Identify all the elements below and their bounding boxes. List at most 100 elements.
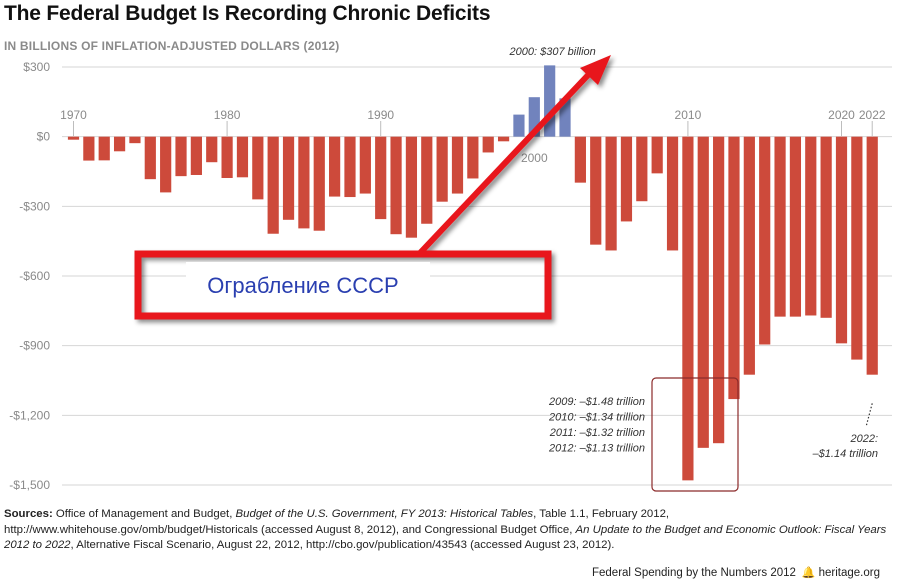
bar-1986 (313, 136, 325, 231)
annotations: 2000: $307 billion 2009: –$1.48 trillion 2… (509, 46, 878, 492)
bar-1977 (175, 136, 187, 177)
sources-italic-2: An Update to the Budget and Economic Out… (4, 523, 887, 552)
bar-2000 (528, 97, 540, 137)
sources-note: Sources: Office of Management and Budget… (4, 507, 894, 554)
bar-2009 (666, 136, 679, 251)
overlay-label: Ограбление СССР (207, 273, 398, 298)
bar-2010 (682, 136, 694, 481)
bar-2006 (620, 136, 633, 222)
final-year-leader (865, 403, 873, 428)
bar-1979 (206, 136, 218, 163)
x-tick-label: 2010 (675, 108, 702, 122)
bar-2004 (590, 136, 602, 245)
footer-site[interactable]: heritage.org (818, 567, 880, 579)
bar-1995 (451, 136, 464, 194)
y-tick-label: -$600 (19, 269, 50, 283)
overlay-label-bg (186, 262, 430, 308)
bar-2016 (774, 136, 786, 317)
bar-2013 (728, 136, 740, 400)
bar-2020 (835, 136, 848, 344)
overlay: Ограбление СССР (134, 55, 611, 320)
bar-1983 (267, 136, 279, 234)
bar-2017 (789, 136, 802, 317)
bar-1972 (98, 136, 110, 161)
bar-2011 (697, 136, 709, 448)
bar-1991 (390, 136, 402, 235)
bar-1992 (405, 136, 418, 238)
overlay-group (134, 55, 611, 320)
bar-2015 (759, 136, 771, 345)
x-tick-label: 1990 (367, 108, 394, 122)
recession-label: 2012: –$1.13 trillion (548, 443, 645, 455)
overlay-box (134, 250, 552, 320)
bar-1971 (83, 136, 95, 161)
bar-1994 (436, 136, 448, 202)
bar-series (67, 65, 878, 481)
recession-label: 2009: –$1.48 trillion (548, 396, 645, 408)
recession-box (651, 377, 739, 492)
peak-surplus-label: 2000: $307 billion (509, 46, 596, 58)
x-tick-label: 2000 (521, 151, 548, 165)
recession-label: 2010: –$1.34 trillion (548, 412, 645, 424)
bar-1990 (375, 136, 387, 220)
bar-1985 (298, 136, 310, 229)
y-tick-label: $300 (23, 60, 50, 74)
bar-2005 (605, 136, 617, 251)
bar-1999 (513, 114, 525, 137)
bar-1978 (190, 136, 202, 175)
bar-1996 (467, 136, 479, 179)
bar-1975 (144, 136, 156, 180)
x-axis-ticks: 1970 1980 1990 2000 2010 2020 2022 (60, 108, 886, 165)
final-year-label: –$1.14 trillion (812, 448, 878, 460)
y-axis-ticks: $300 $0 -$300 -$600 -$900 -$1,200 -$1,500 (9, 60, 50, 492)
sources-text-1: Office of Management and Budget, (52, 508, 236, 520)
chart-subtitle: IN BILLIONS OF INFLATION-ADJUSTED DOLLAR… (4, 39, 340, 53)
y-tick-label: -$1,500 (9, 478, 50, 492)
arrow-head (580, 55, 611, 85)
y-tick-label: -$300 (19, 199, 50, 213)
x-tick-label: 1970 (60, 108, 87, 122)
bar-1976 (160, 136, 172, 193)
bar-1982 (252, 136, 264, 200)
bar-2008 (651, 136, 663, 174)
bar-2007 (636, 136, 648, 202)
bar-2003 (574, 136, 586, 183)
bar-1987 (329, 136, 341, 197)
recession-label: 2011: –$1.32 trillion (549, 427, 645, 439)
sources-label: Sources: (4, 508, 53, 520)
bar-2022 (866, 136, 878, 375)
bell-icon: 🔔 (801, 567, 816, 579)
sources-italic-1: Budget of the U.S. Government, FY 2013: … (235, 508, 534, 520)
bar-1988 (344, 136, 356, 198)
bar-1989 (359, 136, 371, 194)
bar-1998 (497, 136, 510, 142)
bar-1980 (221, 136, 233, 179)
bar-2002 (559, 98, 571, 137)
bar-1970 (67, 136, 80, 140)
arrow-shaft (417, 70, 593, 256)
x-tick-label: 2020 (828, 108, 855, 122)
bar-1997 (482, 136, 494, 153)
x-tick-label: 2022 (859, 108, 886, 122)
footer-publication: Federal Spending by the Numbers 2012 (591, 567, 796, 579)
x-tick-label: 1980 (214, 108, 241, 122)
chart-canvas: 1970 1980 1990 2000 2010 2020 2022 $300 $0 -$300… (9, 46, 892, 492)
y-tick-label: -$900 (19, 339, 50, 353)
bar-1981 (236, 136, 249, 178)
bar-2018 (805, 136, 817, 316)
y-tick-label: -$1,200 (9, 408, 50, 422)
bar-2001 (544, 65, 556, 137)
y-tick-label: $0 (37, 130, 51, 144)
bar-1993 (421, 136, 433, 224)
bar-2014 (743, 136, 755, 375)
bar-1974 (129, 136, 141, 144)
bar-2019 (820, 136, 832, 318)
bar-1984 (282, 136, 295, 220)
footer: Federal Spending by the Numbers 2012 🔔 her… (592, 566, 880, 579)
bar-2012 (713, 136, 725, 444)
bar-2021 (851, 136, 863, 360)
sources-text-2: , Table 1.1, February 2012, http://www.w… (4, 508, 670, 536)
final-year-label: 2022: (849, 433, 878, 445)
bar-1973 (113, 136, 126, 152)
chart-title: The Federal Budget Is Recording Chronic … (4, 2, 491, 25)
